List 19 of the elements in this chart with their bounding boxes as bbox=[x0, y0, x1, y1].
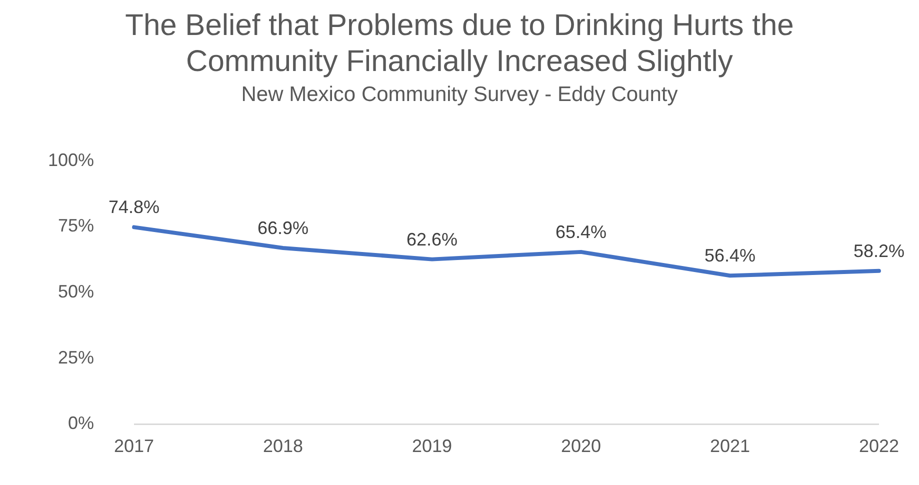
x-tick-label: 2020 bbox=[560, 436, 602, 456]
x-tick-label: 2021 bbox=[710, 436, 750, 456]
data-label: 66.9% bbox=[258, 218, 309, 238]
x-tick-label: 2022 bbox=[858, 436, 899, 456]
data-label: 56.4% bbox=[704, 246, 756, 266]
x-tick-label: 2017 bbox=[114, 436, 154, 456]
y-tick-label: 50% bbox=[58, 281, 94, 302]
y-tick-label: 25% bbox=[58, 347, 94, 368]
data-label: 65.4% bbox=[555, 222, 607, 242]
data-label: 74.8% bbox=[108, 197, 160, 218]
x-tick-label: 2019 bbox=[412, 436, 452, 456]
chart-subtitle: New Mexico Community Survey - Eddy County bbox=[240, 82, 679, 108]
data-label: 58.2% bbox=[853, 240, 904, 261]
y-tick-label: 0% bbox=[68, 413, 94, 434]
data-label: 62.6% bbox=[406, 229, 458, 250]
chart-title: The Belief that Problems due to Drinking Hurts the Community Financially Increased Slightly bbox=[124, 8, 795, 80]
x-tick-label: 2018 bbox=[263, 436, 304, 456]
y-tick-label: 75% bbox=[58, 216, 94, 236]
y-tick-label: 100% bbox=[48, 150, 94, 170]
